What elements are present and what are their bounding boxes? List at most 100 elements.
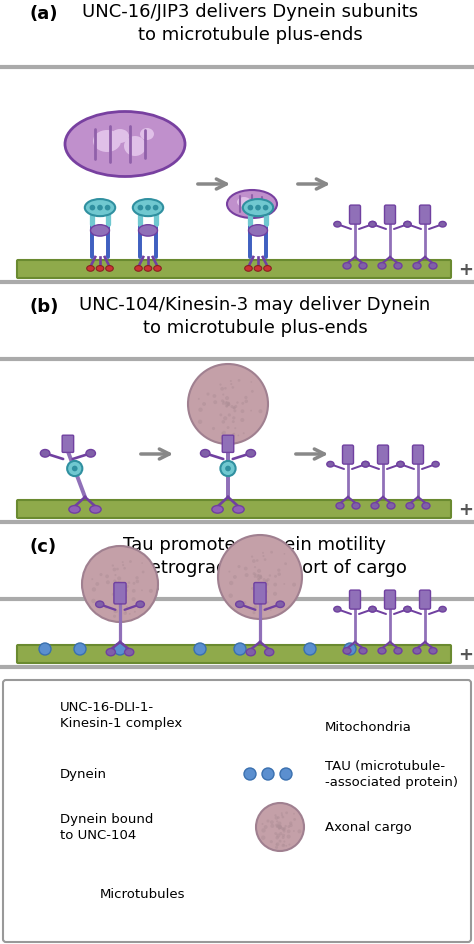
Circle shape xyxy=(278,825,280,827)
Circle shape xyxy=(261,829,266,833)
Circle shape xyxy=(82,547,158,622)
Text: UNC-16/JIP3 delivers Dynein subunits
to microtubule plus-ends: UNC-16/JIP3 delivers Dynein subunits to … xyxy=(82,3,418,43)
Ellipse shape xyxy=(359,648,367,654)
Ellipse shape xyxy=(404,607,411,613)
Circle shape xyxy=(118,582,119,583)
Ellipse shape xyxy=(22,794,28,800)
Ellipse shape xyxy=(44,759,50,764)
Ellipse shape xyxy=(69,506,80,514)
Circle shape xyxy=(91,579,93,581)
Circle shape xyxy=(283,583,285,585)
Circle shape xyxy=(237,435,239,437)
Circle shape xyxy=(136,580,139,583)
Circle shape xyxy=(254,576,256,579)
Circle shape xyxy=(225,466,231,472)
Circle shape xyxy=(221,400,224,403)
Circle shape xyxy=(232,417,236,420)
Circle shape xyxy=(220,388,224,391)
Circle shape xyxy=(281,827,284,830)
FancyBboxPatch shape xyxy=(349,591,361,610)
Ellipse shape xyxy=(36,845,44,851)
Circle shape xyxy=(264,580,267,582)
FancyBboxPatch shape xyxy=(27,745,37,762)
Circle shape xyxy=(251,391,254,394)
Ellipse shape xyxy=(111,130,129,143)
Circle shape xyxy=(276,820,278,822)
FancyBboxPatch shape xyxy=(349,206,361,225)
Circle shape xyxy=(125,587,128,590)
Circle shape xyxy=(282,828,285,831)
Ellipse shape xyxy=(246,649,255,656)
Circle shape xyxy=(188,364,268,445)
Circle shape xyxy=(141,563,143,565)
Circle shape xyxy=(114,611,116,613)
Circle shape xyxy=(119,583,122,586)
Ellipse shape xyxy=(432,462,439,467)
Ellipse shape xyxy=(106,649,115,656)
Circle shape xyxy=(232,407,235,410)
Ellipse shape xyxy=(212,506,223,514)
Ellipse shape xyxy=(40,450,50,458)
Circle shape xyxy=(67,462,82,477)
Circle shape xyxy=(234,643,246,655)
Circle shape xyxy=(22,814,33,824)
Ellipse shape xyxy=(25,723,39,732)
Text: Tau promotes dynein motility
and retrograde transport of cargo: Tau promotes dynein motility and retrogr… xyxy=(103,535,407,576)
Circle shape xyxy=(218,535,302,619)
Circle shape xyxy=(284,825,287,828)
Ellipse shape xyxy=(29,753,35,758)
Circle shape xyxy=(39,643,51,655)
Circle shape xyxy=(253,607,255,609)
Circle shape xyxy=(293,818,296,821)
Circle shape xyxy=(137,206,143,211)
Circle shape xyxy=(114,610,118,614)
Circle shape xyxy=(26,817,30,820)
Ellipse shape xyxy=(248,226,267,237)
Circle shape xyxy=(199,408,203,413)
Circle shape xyxy=(112,593,115,597)
Circle shape xyxy=(228,594,233,598)
Ellipse shape xyxy=(279,719,301,739)
Ellipse shape xyxy=(22,753,28,758)
Ellipse shape xyxy=(135,266,142,272)
Circle shape xyxy=(263,579,265,582)
Ellipse shape xyxy=(394,648,402,654)
Ellipse shape xyxy=(394,263,402,270)
Circle shape xyxy=(253,573,255,576)
Circle shape xyxy=(283,844,284,846)
Ellipse shape xyxy=(343,648,351,654)
Circle shape xyxy=(97,206,103,211)
Circle shape xyxy=(105,606,108,609)
Circle shape xyxy=(279,840,282,843)
Circle shape xyxy=(124,586,127,589)
Circle shape xyxy=(260,587,263,591)
Ellipse shape xyxy=(266,712,284,726)
Circle shape xyxy=(118,605,121,608)
Ellipse shape xyxy=(352,503,360,510)
Ellipse shape xyxy=(245,266,252,272)
Circle shape xyxy=(254,574,257,577)
Ellipse shape xyxy=(254,202,266,211)
Circle shape xyxy=(106,581,110,584)
Circle shape xyxy=(277,817,280,819)
Circle shape xyxy=(228,405,229,407)
Circle shape xyxy=(269,575,271,577)
Circle shape xyxy=(237,565,240,568)
Ellipse shape xyxy=(138,226,157,237)
Ellipse shape xyxy=(96,601,104,608)
Ellipse shape xyxy=(93,131,121,153)
Circle shape xyxy=(283,828,285,831)
Ellipse shape xyxy=(247,710,312,744)
Circle shape xyxy=(257,575,259,577)
Ellipse shape xyxy=(124,137,146,157)
Circle shape xyxy=(244,768,256,780)
Circle shape xyxy=(234,428,237,430)
Circle shape xyxy=(100,573,102,577)
Circle shape xyxy=(283,553,285,555)
Ellipse shape xyxy=(406,503,414,510)
Circle shape xyxy=(222,431,226,435)
Circle shape xyxy=(280,827,281,829)
Circle shape xyxy=(136,577,139,580)
Circle shape xyxy=(259,577,261,579)
Ellipse shape xyxy=(85,200,115,217)
